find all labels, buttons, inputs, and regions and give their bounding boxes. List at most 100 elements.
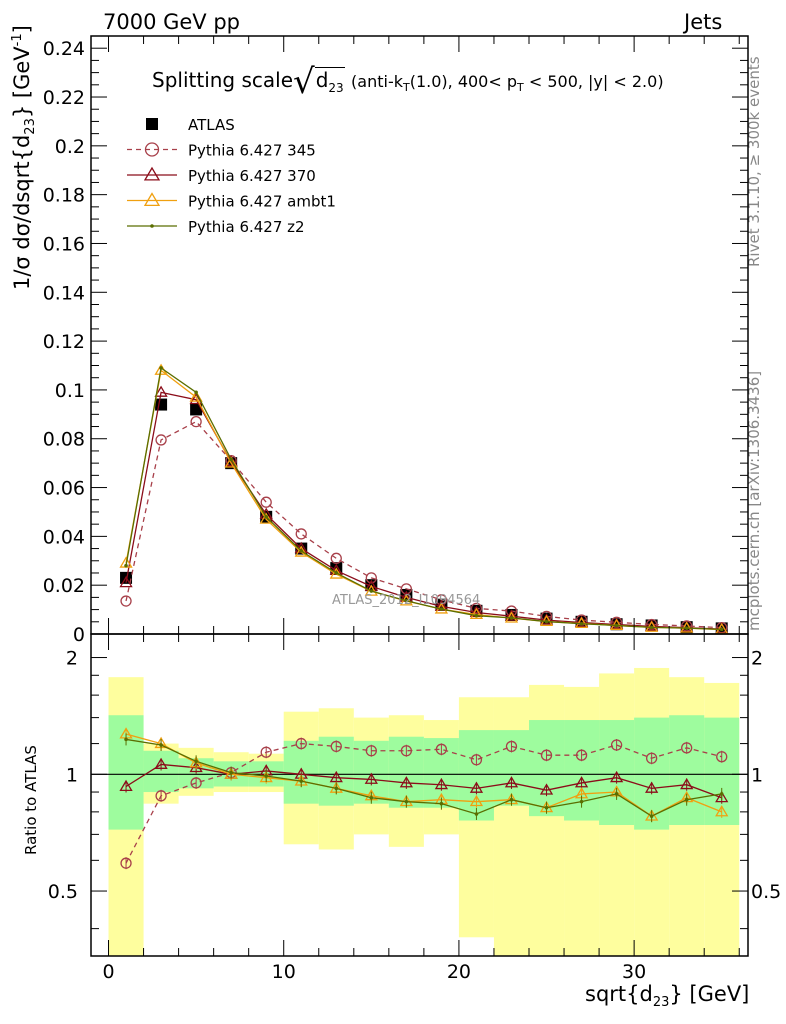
mc-point [299,549,304,553]
ratio-point [474,812,479,816]
ratio-point [264,774,269,778]
ratio-point [719,792,724,796]
ratio-point [715,790,729,803]
ratio-point [649,814,654,818]
y-tick-label: 0.02 [43,575,85,597]
y-tick-label: 0.14 [43,282,85,304]
legend-label: Pythia 6.427 345 [188,142,316,160]
y-tick-label: 0.1 [55,380,85,402]
ratio-point [364,772,378,784]
analysis-watermark: ATLAS_2012_I1094564 [332,593,480,608]
ratio-point [434,777,449,790]
mc-point [295,528,307,540]
ratio-line-1 [125,763,722,799]
y-tick-label: 0.18 [43,185,85,207]
y-tick-label: 0.12 [43,331,85,353]
ratio-point [504,776,519,788]
mc-point [719,627,724,632]
ratio-tick-label-left: 1 [66,764,78,786]
mc-line-4 [125,366,722,631]
ratio-frame [90,633,749,957]
x-axis-label: sqrt{d23} [GeV] [585,982,750,1011]
ratio-point [369,795,374,800]
data-point [505,608,518,621]
mc-point [504,609,519,621]
y-tick-label: 0.06 [43,478,85,500]
mc-point [684,626,689,630]
inner-uncertainty-band-bin [669,715,705,826]
ratio-point [295,737,307,750]
mc-point [579,621,584,626]
mc-point [154,385,168,397]
ratio-point [190,777,202,789]
ratio-point [645,752,658,764]
mc-point [155,434,167,446]
ratio-point [365,745,377,757]
ratio-point [124,737,128,742]
ratio-point [299,779,304,783]
mc-point [649,625,654,630]
mc-point [544,619,549,624]
mc-point [229,457,233,462]
ratio-point [404,799,409,804]
ratio-point [681,742,693,754]
legend-marker [146,118,158,130]
ratio-point [400,745,413,757]
ratio-point [194,759,198,764]
legend-marker [144,142,160,157]
ratio-point [716,751,728,763]
ratio-point [260,746,272,758]
mc-point [645,618,658,631]
mc-point [264,515,269,519]
y-tick-label: 0.16 [43,233,85,255]
y-tick-label: 0.2 [55,136,85,158]
mc-line-3 [125,369,722,631]
legend-label: ATLAS [188,116,235,134]
data-point [190,403,203,416]
legend-marker [143,166,161,181]
ratio-point [614,792,619,796]
ratio-point [155,790,167,802]
mc-point [119,575,133,588]
mc-point [194,390,198,395]
mc-point [474,613,479,618]
ratio-point [715,805,729,817]
legend-marker [143,192,161,207]
y-tick-label: 0.22 [43,87,85,109]
mc-point [190,415,202,428]
ratio-point [469,794,484,807]
mc-point [329,567,343,579]
mc-point [224,456,238,468]
legend-label: Pythia 6.427 370 [188,167,316,185]
ratio-point [509,797,514,802]
mc-point [260,496,272,508]
ratio-tick-label-left: 2 [66,648,78,670]
x-tick-label: 0 [102,961,114,983]
x-tick-label: 10 [272,961,296,983]
header-left: 7000 GeV pp [103,10,241,34]
ratio-point [120,857,132,869]
mc-point [364,584,378,596]
mc-point [539,613,554,625]
x-tick-label: 20 [447,961,471,983]
ratio-point [684,797,689,802]
ratio-point [470,754,483,766]
legend-marker [150,224,154,228]
ratio-point [435,743,448,755]
ratio-point [539,783,554,795]
header-right: Jets [684,10,723,34]
ratio-point [439,801,444,806]
mc-line-1 [125,420,722,629]
ratio-point [680,777,694,790]
chart-title: Splitting scale√d23 (anti-kT(1.0), 400< … [152,62,664,102]
ratio-point [399,776,413,788]
ratio-tick-label-right: 2 [751,648,763,670]
mc-point [365,572,377,584]
mc-point [645,620,659,632]
mc-point [574,616,589,629]
mc-point [334,571,339,575]
data-point [155,398,168,411]
mc-point [470,602,483,615]
ratio-point [119,779,133,792]
